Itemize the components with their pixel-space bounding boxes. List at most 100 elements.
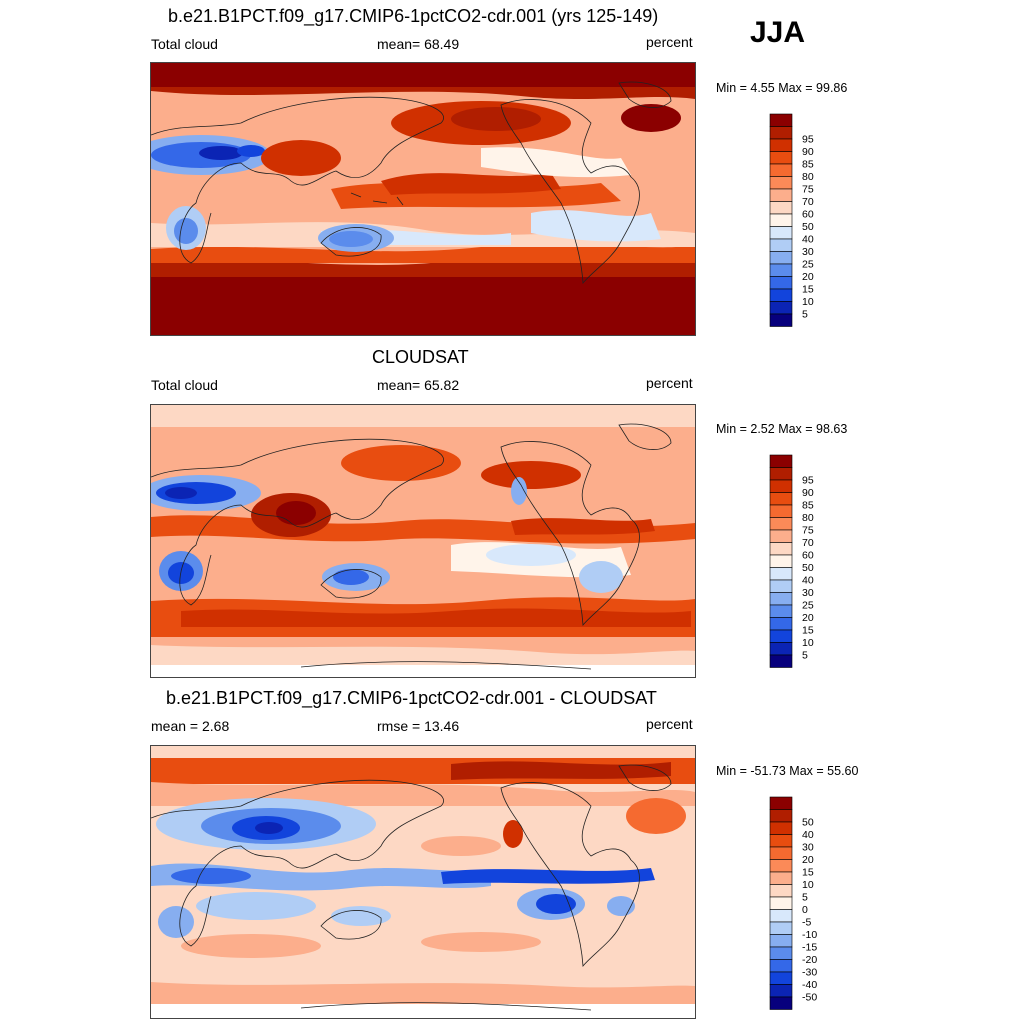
model-colorbar-label: 5 xyxy=(802,309,808,321)
obs-colorbar-box xyxy=(769,654,793,668)
continent-outlines xyxy=(151,423,672,670)
panel-model-colorbar: 95 90 85 80 75 70 60 50 40 30 25 20 15 10 5 xyxy=(769,113,830,330)
model-colorbar-box xyxy=(769,113,793,127)
model-colorbar-label: 15 xyxy=(802,284,814,296)
panel-obs-title: CLOUDSAT xyxy=(372,347,469,367)
diff-colorbar-box xyxy=(769,946,793,960)
model-colorbar-box xyxy=(769,151,793,165)
season-label: JJA xyxy=(750,16,806,49)
obs-colorbar-label: 85 xyxy=(802,500,814,512)
diff-colorbar-box xyxy=(769,821,793,835)
model-colorbar-box xyxy=(769,251,793,265)
model-colorbar-label: 30 xyxy=(802,246,814,258)
diff-colorbar-label: -20 xyxy=(802,954,817,966)
obs-colorbar-box xyxy=(769,542,793,556)
diff-colorbar-box xyxy=(769,934,793,948)
diff-colorbar-box xyxy=(769,971,793,985)
panel-model-mean: mean= 68.49 xyxy=(377,36,460,52)
diff-colorbar-label: -10 xyxy=(802,929,817,941)
model-colorbar-box xyxy=(769,288,793,302)
obs-colorbar-box xyxy=(769,492,793,506)
model-colorbar-label: 10 xyxy=(802,296,814,308)
diff-colorbar-box xyxy=(769,859,793,873)
panel-obs-minmax: Min = 2.52 Max = 98.63 xyxy=(716,422,848,436)
model-colorbar-box xyxy=(769,201,793,215)
model-colorbar-box xyxy=(769,301,793,315)
model-colorbar-label: 70 xyxy=(802,196,814,208)
panel-obs-map xyxy=(150,404,696,678)
obs-colorbar-box xyxy=(769,604,793,618)
obs-colorbar-box xyxy=(769,592,793,606)
obs-colorbar-box xyxy=(769,529,793,543)
model-colorbar-label: 25 xyxy=(802,259,814,271)
diff-cloud-field xyxy=(151,746,695,1018)
model-colorbar-box xyxy=(769,213,793,227)
obs-colorbar-box xyxy=(769,579,793,593)
continent-outlines xyxy=(151,81,672,285)
obs-colorbar-label: 25 xyxy=(802,600,814,612)
diff-colorbar-box xyxy=(769,921,793,935)
diff-colorbar-box xyxy=(769,996,793,1010)
panel-obs-units: percent xyxy=(646,375,693,391)
model-colorbar-box xyxy=(769,138,793,152)
diff-colorbar-label: 20 xyxy=(802,854,814,866)
obs-colorbar-label: 50 xyxy=(802,562,814,574)
model-cloud-field xyxy=(151,63,695,335)
diff-colorbar-label: -15 xyxy=(802,942,817,954)
obs-colorbar-label: 15 xyxy=(802,625,814,637)
diff-colorbar-box xyxy=(769,871,793,885)
obs-colorbar-box xyxy=(769,504,793,518)
diff-colorbar-label: 50 xyxy=(802,817,814,829)
diff-colorbar-box xyxy=(769,846,793,860)
diff-colorbar-box xyxy=(769,796,793,810)
panel-model-units: percent xyxy=(646,34,693,50)
obs-cloud-field xyxy=(151,405,695,677)
obs-colorbar-label: 60 xyxy=(802,550,814,562)
diff-colorbar-label: 10 xyxy=(802,879,814,891)
obs-colorbar-box xyxy=(769,479,793,493)
diff-colorbar-label: 40 xyxy=(802,829,814,841)
model-colorbar-box xyxy=(769,188,793,202)
model-colorbar-box xyxy=(769,226,793,240)
panel-obs-colorbar: 95 90 85 80 75 70 60 50 40 30 25 20 15 10 5 xyxy=(769,454,830,671)
panel-model-minmax: Min = 4.55 Max = 99.86 xyxy=(716,81,848,95)
obs-colorbar-box xyxy=(769,567,793,581)
diff-colorbar-label: 15 xyxy=(802,867,814,879)
obs-colorbar-label: 20 xyxy=(802,612,814,624)
model-colorbar-label: 60 xyxy=(802,209,814,221)
diff-colorbar-label: -40 xyxy=(802,979,817,991)
model-colorbar-box xyxy=(769,313,793,327)
obs-colorbar-label: 75 xyxy=(802,525,814,537)
panel-model-title: b.e21.B1PCT.f09_g17.CMIP6-1pctCO2-cdr.00… xyxy=(168,6,659,26)
model-colorbar-box xyxy=(769,126,793,140)
diff-colorbar-label: 5 xyxy=(802,892,808,904)
obs-colorbar-box xyxy=(769,642,793,656)
diff-colorbar-box xyxy=(769,884,793,898)
continent-outlines xyxy=(151,764,672,1011)
diff-colorbar-label: 30 xyxy=(802,842,814,854)
obs-colorbar-label: 90 xyxy=(802,487,814,499)
diff-colorbar-label: 0 xyxy=(802,904,808,916)
model-colorbar-label: 85 xyxy=(802,159,814,171)
panel-diff-mean: mean = 2.68 xyxy=(151,718,230,734)
diff-colorbar-box xyxy=(769,984,793,998)
model-colorbar-box xyxy=(769,176,793,190)
model-colorbar-box xyxy=(769,163,793,177)
model-colorbar-label: 75 xyxy=(802,184,814,196)
panel-diff-rmse: rmse = 13.46 xyxy=(377,718,460,734)
diff-colorbar-label: -50 xyxy=(802,992,817,1004)
model-colorbar-label: 20 xyxy=(802,271,814,283)
model-colorbar-label: 90 xyxy=(802,146,814,158)
diff-colorbar-box xyxy=(769,959,793,973)
panel-obs-mean: mean= 65.82 xyxy=(377,377,460,393)
model-colorbar-box xyxy=(769,276,793,290)
panel-model-map xyxy=(150,62,696,336)
panel-obs-left-label: Total cloud xyxy=(151,377,218,393)
model-colorbar-box xyxy=(769,263,793,277)
model-colorbar-label: 40 xyxy=(802,234,814,246)
panel-model-left-label: Total cloud xyxy=(151,36,218,52)
obs-colorbar-label: 80 xyxy=(802,512,814,524)
diff-colorbar-box xyxy=(769,809,793,823)
